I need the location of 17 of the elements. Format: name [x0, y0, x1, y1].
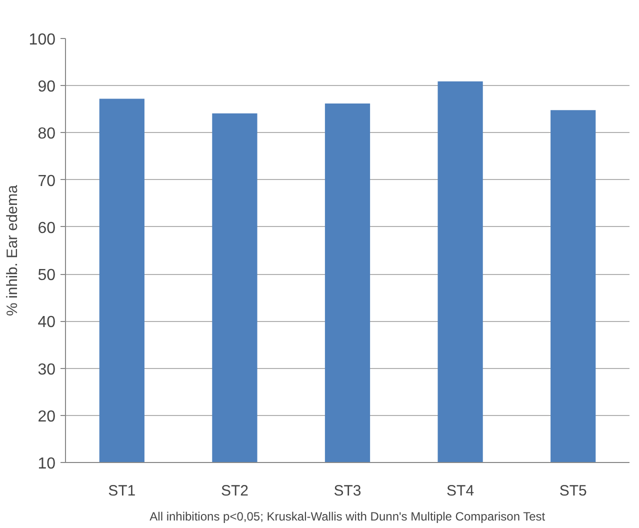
- y-tick-label: 60: [38, 220, 56, 237]
- x-tick-label: ST2: [220, 482, 248, 500]
- y-tick-label: 80: [38, 126, 56, 143]
- y-tick-label: 70: [38, 172, 56, 190]
- y-axis-title: % inhib. Ear edema: [4, 184, 21, 316]
- y-tick-label: 30: [38, 361, 56, 378]
- y-tick-label: 10: [38, 456, 56, 472]
- x-tick-label: ST4: [446, 482, 474, 500]
- y-tick-label: 50: [38, 267, 56, 284]
- y-tick-label: 100: [28, 32, 56, 48]
- y-tick-label: 90: [38, 78, 56, 96]
- x-tick-label: ST3: [334, 482, 362, 500]
- text: All inhibitions p<0,05; Kruskal-Wallis with Dunn's Multiple Comparison Test: [150, 510, 546, 524]
- x-tick-label: ST1: [108, 482, 136, 500]
- x-tick-label: ST5: [559, 482, 587, 500]
- y-tick-label: 40: [38, 314, 56, 332]
- y-tick-label: 20: [38, 408, 56, 426]
